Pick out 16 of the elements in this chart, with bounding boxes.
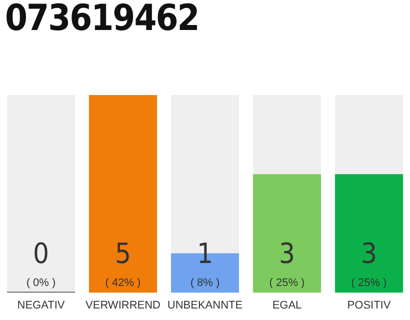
data-label: 0 ( 0% ) [26,237,56,289]
x-tick-label: EGAL [272,299,302,312]
bar [252,95,322,174]
bar [252,174,322,293]
x-tick-label: POSITIV [347,299,392,312]
x-tick-label: UNBEKANNTE [167,299,243,312]
data-label: 5 ( 42% ) [105,237,141,289]
bar [88,95,158,293]
x-tick-label: VERWIRREND [86,299,161,312]
bar [334,174,404,293]
data-label: 3 ( 25% ) [269,237,305,289]
x-tick-label: NEGATIV [17,299,66,312]
data-label: 3 ( 25% ) [351,237,387,289]
bar [334,95,404,174]
bar [6,95,76,292]
chart-title: 073619462 [5,0,199,39]
